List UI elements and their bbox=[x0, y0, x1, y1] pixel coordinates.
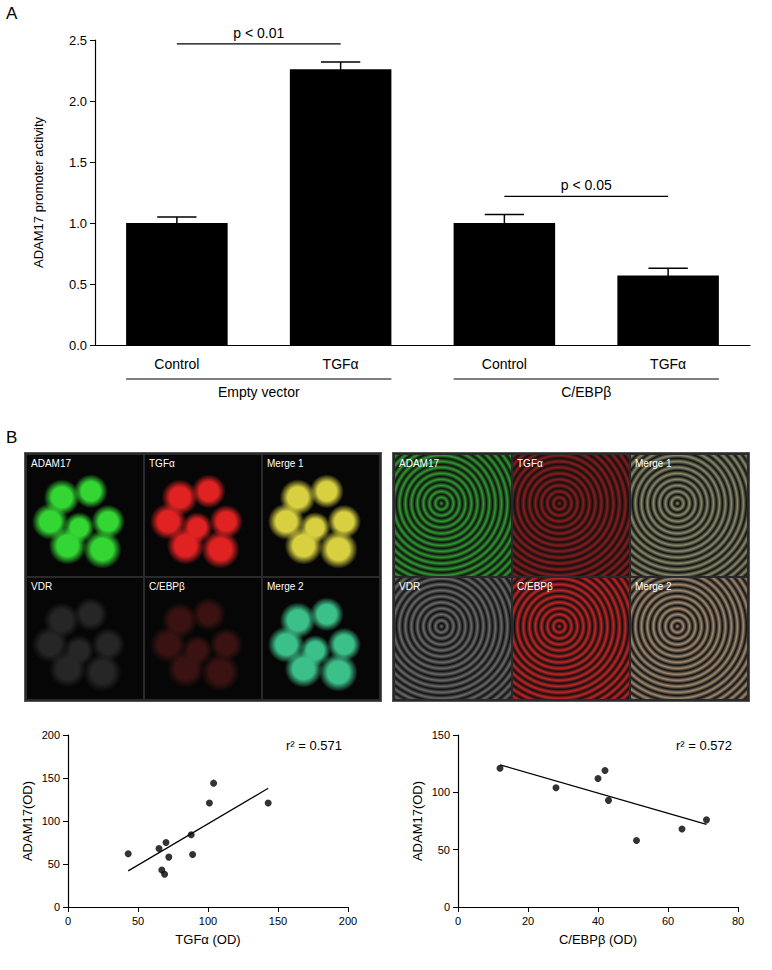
html-text:A: A bbox=[6, 4, 18, 23]
svg-text:100: 100 bbox=[42, 815, 60, 827]
svg-text:2.0: 2.0 bbox=[69, 94, 87, 109]
svg-text:Empty vector: Empty vector bbox=[218, 384, 300, 400]
svg-text:1.5: 1.5 bbox=[69, 155, 87, 170]
svg-text:p < 0.05: p < 0.05 bbox=[561, 177, 612, 193]
html-text:ADAM17: ADAM17 bbox=[31, 458, 71, 469]
svg-text:40: 40 bbox=[592, 915, 604, 927]
html-text:C/EBPβ: C/EBPβ bbox=[517, 581, 553, 592]
svg-text:0.5: 0.5 bbox=[69, 277, 87, 292]
svg-text:80: 80 bbox=[732, 915, 744, 927]
svg-text:60: 60 bbox=[662, 915, 674, 927]
svg-text:r² = 0.572: r² = 0.572 bbox=[676, 738, 732, 753]
svg-text:1.0: 1.0 bbox=[69, 216, 87, 231]
svg-text:150: 150 bbox=[432, 729, 450, 741]
svg-text:0: 0 bbox=[455, 915, 461, 927]
svg-text:Control: Control bbox=[482, 356, 527, 372]
svg-text:TGFα: TGFα bbox=[650, 356, 686, 372]
svg-text:20: 20 bbox=[522, 915, 534, 927]
svg-text:200: 200 bbox=[339, 915, 357, 927]
html-text:B: B bbox=[6, 428, 18, 447]
html-text:VDR: VDR bbox=[399, 581, 421, 592]
svg-text:ADAM17 promoter activity: ADAM17 promoter activity bbox=[31, 117, 46, 268]
html-text:Merge 2: Merge 2 bbox=[635, 581, 672, 592]
html-text:VDR: VDR bbox=[31, 581, 53, 592]
svg-text:100: 100 bbox=[432, 786, 450, 798]
svg-text:C/EBPβ (OD): C/EBPβ (OD) bbox=[559, 932, 637, 947]
svg-text:150: 150 bbox=[269, 915, 287, 927]
svg-text:C/EBPβ: C/EBPβ bbox=[561, 384, 611, 400]
svg-text:2.5: 2.5 bbox=[69, 33, 87, 48]
svg-text:ADAM17(OD): ADAM17(OD) bbox=[410, 781, 425, 861]
svg-text:TGFα (OD): TGFα (OD) bbox=[175, 932, 240, 947]
html-text:C/EBPβ: C/EBPβ bbox=[149, 581, 185, 592]
svg-text:0: 0 bbox=[54, 901, 60, 913]
html-text:ADAM17: ADAM17 bbox=[399, 458, 439, 469]
svg-text:50: 50 bbox=[132, 915, 144, 927]
svg-text:Control: Control bbox=[154, 356, 199, 372]
html-text:Merge 2: Merge 2 bbox=[267, 581, 304, 592]
html-text:Merge 1: Merge 1 bbox=[267, 458, 304, 469]
svg-text:50: 50 bbox=[438, 844, 450, 856]
svg-text:TGFα: TGFα bbox=[323, 356, 359, 372]
svg-text:ADAM17(OD): ADAM17(OD) bbox=[20, 781, 35, 861]
svg-text:0: 0 bbox=[444, 901, 450, 913]
svg-text:50: 50 bbox=[48, 858, 60, 870]
html-text:TGFα: TGFα bbox=[149, 458, 175, 469]
svg-text:0: 0 bbox=[65, 915, 71, 927]
svg-text:200: 200 bbox=[42, 729, 60, 741]
svg-text:r² = 0.571: r² = 0.571 bbox=[286, 738, 342, 753]
svg-text:150: 150 bbox=[42, 772, 60, 784]
svg-text:0.0: 0.0 bbox=[69, 338, 87, 353]
html-text:TGFα: TGFα bbox=[517, 458, 543, 469]
svg-text:p < 0.01: p < 0.01 bbox=[233, 25, 284, 41]
svg-text:100: 100 bbox=[199, 915, 217, 927]
html-text:Merge 1: Merge 1 bbox=[635, 458, 672, 469]
